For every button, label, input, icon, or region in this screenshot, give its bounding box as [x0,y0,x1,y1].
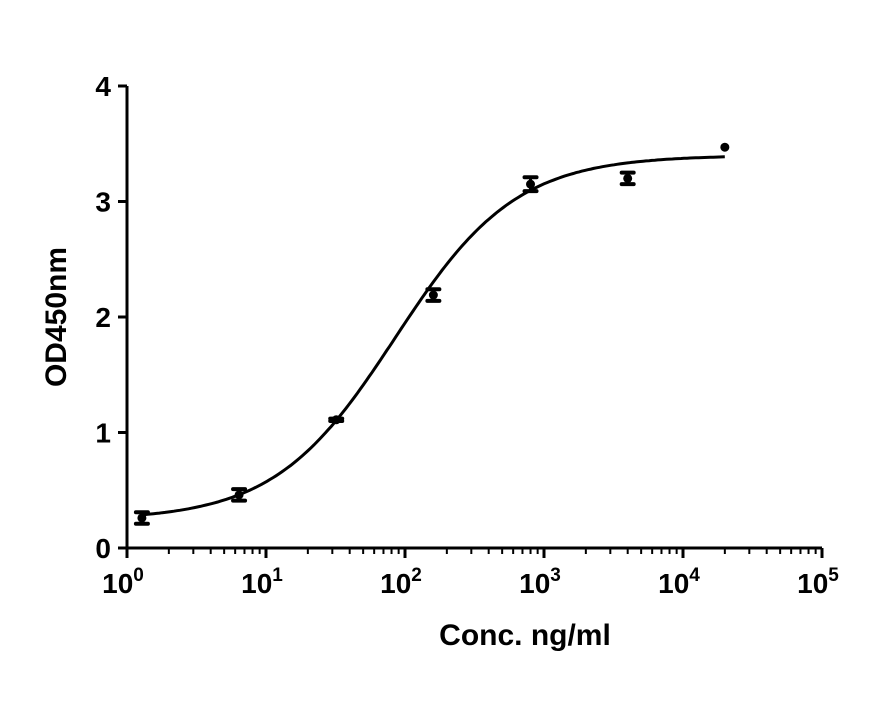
data-point [331,415,341,425]
data-point [234,490,244,500]
x-tick-base: 10 [519,568,550,599]
data-point [623,173,633,183]
x-tick-exponent: 2 [411,565,422,586]
y-tick-label: 3 [95,187,111,218]
x-tick-base: 10 [797,568,828,599]
data-point [428,290,438,300]
y-tick-label: 1 [95,418,111,449]
data-point [137,513,147,523]
y-tick-label: 2 [95,302,111,333]
x-tick-exponent: 5 [828,565,839,586]
x-tick-base: 10 [380,568,411,599]
x-tick-base: 10 [658,568,689,599]
x-tick-label: 104 [658,565,700,599]
x-tick-base: 10 [102,568,133,599]
x-tick-exponent: 4 [689,565,700,586]
data-point [526,179,536,189]
data-points [133,142,730,526]
x-tick-exponent: 3 [550,565,561,586]
x-tick-label: 100 [102,565,144,599]
axes [125,86,822,550]
x-tick-label: 105 [797,565,839,599]
fit-curve [141,155,725,517]
x-tick-base: 10 [241,568,272,599]
y-tick-label: 4 [95,71,111,102]
x-tick-label: 102 [380,565,422,599]
x-tick-label: 101 [241,565,283,599]
x-axis-title: Conc. ng/ml [439,619,611,652]
y-tick-label: 0 [95,533,111,564]
y-axis-title: OD450nm [40,247,73,387]
data-point [720,142,730,152]
x-tick-label: 103 [519,565,561,599]
x-tick-exponent: 1 [272,565,283,586]
x-tick-exponent: 0 [133,565,144,586]
